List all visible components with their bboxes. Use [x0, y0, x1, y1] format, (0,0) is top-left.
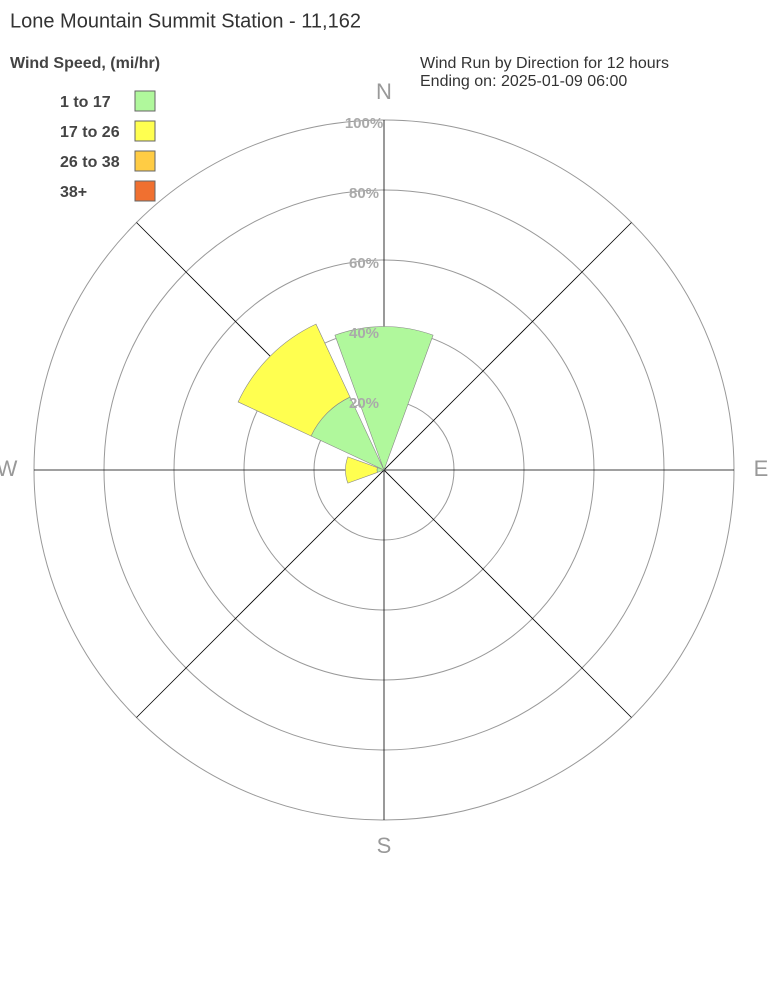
- subtitle: Ending on: 2025-01-09 06:00: [420, 73, 627, 90]
- legend-swatch: [134, 150, 156, 172]
- wedge: [345, 456, 378, 484]
- legend-label: 38+: [60, 184, 87, 201]
- r-tick-label: 60%: [349, 255, 379, 272]
- legend-swatch: [134, 120, 156, 142]
- legend-label: 1 to 17: [60, 94, 111, 111]
- legend-swatch: [134, 180, 156, 202]
- direction-label: N: [376, 79, 392, 104]
- direction-label: E: [754, 456, 768, 481]
- r-tick-label: 40%: [349, 325, 379, 342]
- wedge: [237, 323, 351, 437]
- direction-label: W: [0, 456, 18, 481]
- wedge: [334, 326, 434, 471]
- r-tick-label: 20%: [349, 395, 379, 412]
- legend-title: Wind Speed, (mi/hr): [10, 55, 160, 72]
- legend-label: 17 to 26: [60, 124, 120, 141]
- direction-label: S: [377, 833, 392, 858]
- r-tick-label: 80%: [349, 185, 379, 202]
- chart-title: Lone Mountain Summit Station - 11,162: [10, 10, 361, 32]
- legend-label: 26 to 38: [60, 154, 120, 171]
- subtitle: Wind Run by Direction for 12 hours: [420, 55, 669, 72]
- r-tick-label: 100%: [345, 115, 383, 132]
- legend-swatch: [134, 90, 156, 112]
